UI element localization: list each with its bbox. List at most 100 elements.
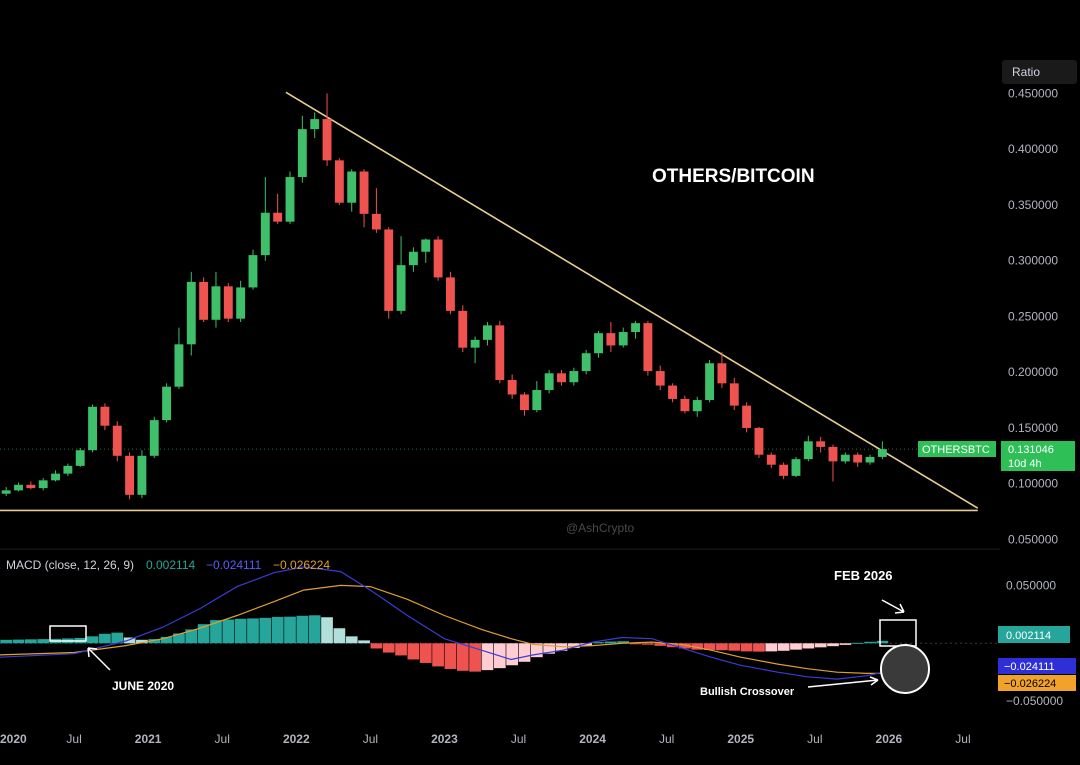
candle-body — [88, 406, 97, 451]
histogram-bar — [345, 636, 358, 644]
candle-body — [655, 371, 665, 386]
candle-body — [840, 454, 850, 462]
histogram-bar — [851, 642, 864, 644]
histogram-bar — [469, 643, 481, 672]
histogram-bar — [259, 617, 272, 644]
histogram-bar — [148, 639, 161, 644]
macd-histogram — [0, 615, 889, 672]
x-tick-label: 2022 — [283, 732, 310, 746]
candle-body — [51, 473, 60, 481]
candle-body — [803, 441, 813, 460]
histogram-bar — [111, 632, 124, 644]
ratio-box[interactable] — [1002, 60, 1077, 84]
histogram-bar — [407, 643, 420, 660]
histogram-bar — [839, 643, 852, 645]
y-tick-label: 0.050000 — [1008, 532, 1058, 546]
histogram-bar — [790, 643, 802, 650]
histogram-bar — [716, 643, 728, 651]
histogram-bar — [654, 643, 667, 646]
histogram-bar — [481, 643, 494, 671]
y-tick-label: 0.300000 — [1008, 254, 1058, 268]
histogram-bar — [37, 639, 50, 644]
candle-body — [236, 287, 246, 319]
candle-body — [137, 455, 147, 495]
candle-body — [100, 406, 110, 426]
histogram-bar — [160, 636, 173, 644]
signal-line — [0, 584, 889, 674]
june-2020-label: JUNE 2020 — [112, 679, 174, 693]
candle-body — [396, 265, 406, 311]
candle-body — [742, 405, 752, 428]
histogram-bar — [679, 643, 691, 649]
histogram-bar — [543, 643, 556, 654]
y-tick-label: 0.350000 — [1008, 198, 1058, 212]
macd-signal-value: −0.026224 — [273, 558, 330, 572]
candle-body — [606, 333, 616, 346]
histogram-bar — [123, 637, 136, 644]
histogram-bar — [136, 639, 148, 644]
histogram-bar — [642, 643, 654, 645]
crossover-label: Bullish Crossover — [700, 686, 795, 698]
histogram-bar — [530, 643, 543, 658]
candle-body — [371, 213, 381, 230]
candle-body — [334, 160, 344, 203]
candle-body — [211, 286, 221, 320]
candle-body — [668, 385, 678, 399]
candle-body — [125, 455, 135, 495]
june-2020-arrow — [87, 647, 111, 671]
x-tick-label: Jul — [659, 732, 674, 746]
histogram-bar — [296, 615, 309, 644]
candle-body — [322, 119, 332, 161]
price-axis-ticks: 0.450000 0.400000 0.350000 0.300000 0.250000… — [1008, 86, 1058, 546]
candle-body — [853, 454, 863, 463]
x-tick-label: Jul — [215, 732, 230, 746]
candle-body — [729, 383, 739, 406]
histogram-bar — [765, 643, 778, 652]
y-tick-label: 0.100000 — [1008, 477, 1058, 491]
histogram-bar — [0, 639, 13, 644]
candle-body — [705, 363, 715, 401]
histogram-bar — [222, 619, 235, 644]
y-tick-label: 0.250000 — [1008, 309, 1058, 323]
candle-body — [112, 425, 122, 456]
histogram-bar — [827, 643, 839, 647]
macd-signal-badge-value: −0.026224 — [1004, 678, 1056, 690]
countdown: 10d 4h — [1008, 458, 1042, 470]
macd-lines — [0, 566, 890, 680]
histogram-bar — [234, 618, 247, 644]
macd-line-value: −0.024111 — [206, 558, 262, 572]
histogram-bar — [99, 633, 111, 644]
macd-y-tick-label: 0.050000 — [1006, 578, 1056, 592]
feb-2026-label: FEB 2026 — [834, 568, 893, 583]
candle-body — [359, 171, 369, 214]
candle-body — [248, 255, 258, 288]
histogram-bar — [802, 643, 815, 649]
crossover-arrow — [807, 676, 879, 688]
candle-body — [680, 398, 690, 412]
trendline — [285, 91, 979, 509]
histogram-bar — [567, 643, 580, 648]
candle-body — [766, 454, 776, 465]
candle-body — [631, 323, 640, 333]
histogram-bar — [333, 628, 346, 644]
histogram-bar — [456, 643, 469, 671]
histogram-bar — [432, 643, 444, 667]
candle-body — [149, 420, 159, 456]
x-tick-label: Jul — [66, 732, 81, 746]
histogram-bar — [592, 642, 605, 644]
histogram-bar — [691, 643, 704, 650]
candle-body — [408, 251, 418, 266]
candle-body — [828, 446, 838, 462]
histogram-bar — [271, 616, 284, 644]
histogram-bar — [629, 643, 642, 645]
histogram-bar — [814, 643, 827, 648]
candles — [1, 93, 887, 500]
june-2020-box — [49, 625, 87, 642]
last-value: 0.131046 — [1008, 444, 1054, 456]
candle-body — [199, 281, 209, 320]
macd-hist-badge-value: 0.002114 — [1006, 630, 1051, 642]
candle-body — [38, 480, 48, 489]
histogram-bar — [876, 640, 889, 644]
candle-body — [483, 325, 492, 340]
